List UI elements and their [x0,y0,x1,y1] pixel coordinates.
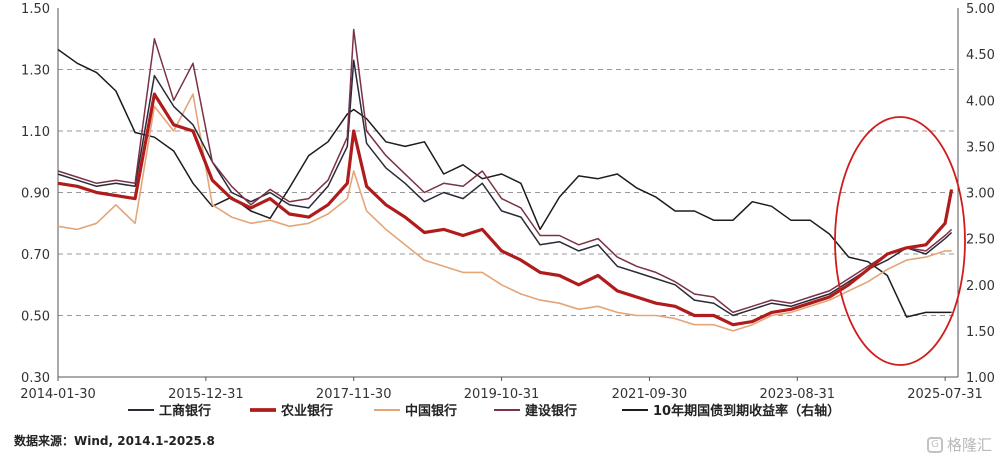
y-left-tick-label: 1.10 [21,125,50,140]
y-right-tick-label: 4.00 [966,94,995,109]
chart-axes [57,8,959,378]
watermark-text: 格隆汇 [946,436,992,454]
series-line-4 [57,48,952,318]
legend-label: 10年期国债到期收益率（右轴） [653,403,840,419]
y-axis-right-ticks: 5.00 4.50 4.00 3.50 3.00 2.50 2.00 1.50 1.00 [966,2,995,386]
y-left-tick-label: 0.30 [21,371,50,386]
y-right-tick-label: 3.50 [966,140,995,155]
grid-lines [58,69,958,316]
x-tick-label: 2014-01-30 [20,387,96,402]
chart-legend: 工商银行 农业银行 中国银行 建设银行 10年期国债到期收益率（右轴） [128,403,840,419]
y-right-tick-label: 5.00 [966,2,995,17]
x-tick-label: 2015-12-31 [168,387,244,402]
y-right-tick-label: 2.00 [966,279,995,294]
y-left-tick-label: 0.70 [21,248,50,263]
watermark: G 格隆汇 [926,434,992,455]
series-line-2 [57,93,952,332]
y-right-tick-label: 1.00 [966,371,995,386]
chart-series [57,28,954,332]
series-line-3 [57,28,953,314]
y-right-tick-label: 3.00 [966,187,995,202]
x-tick-label: 2025-07-31 [907,387,983,402]
y-right-tick-label: 1.50 [966,325,995,340]
x-axis-ticks: 2014-01-30 2015-12-31 2017-11-30 2019-10-31… [20,377,983,402]
y-axis-left-ticks: 1.50 1.30 1.10 0.90 0.70 0.50 0.30 [21,2,50,386]
y-left-tick-label: 0.50 [21,310,50,325]
x-tick-label: 2023-08-31 [760,387,836,402]
x-tick-label: 2017-11-30 [316,387,392,402]
x-tick-label: 2021-09-30 [612,387,688,402]
legend-label: 工商银行 [159,403,211,419]
series-line-0 [57,59,953,317]
legend-label: 建设银行 [525,403,577,419]
legend-label: 中国银行 [405,403,457,419]
legend-label: 农业银行 [280,403,333,419]
y-left-tick-label: 1.30 [21,64,50,79]
data-source-note: 数据来源：Wind, 2014.1-2025.8 [14,434,215,448]
x-tick-label: 2019-10-31 [464,387,540,402]
highlight-annotation [834,116,966,366]
watermark-logo-icon: G [926,436,943,453]
y-right-tick-label: 4.50 [966,48,995,63]
series-line-1 [57,92,954,327]
y-left-tick-label: 0.90 [21,187,50,202]
y-left-tick-label: 1.50 [21,2,50,17]
y-right-tick-label: 2.50 [966,233,995,248]
highlight-ellipse [834,116,966,366]
